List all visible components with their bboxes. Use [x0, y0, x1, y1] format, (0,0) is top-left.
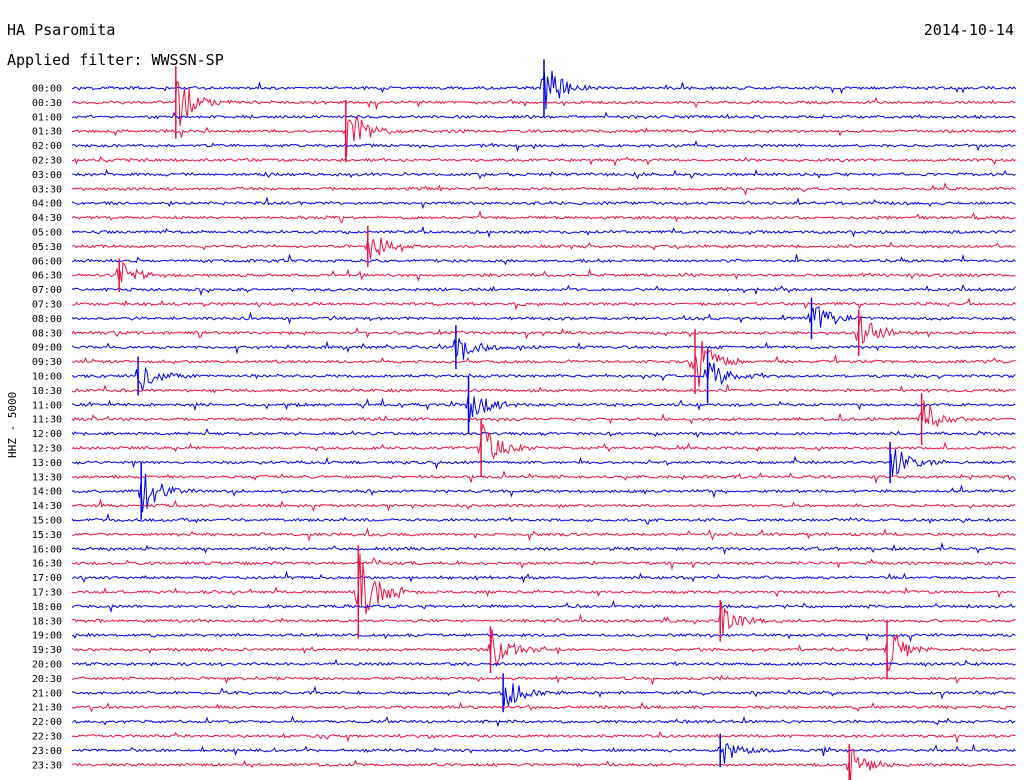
- seismic-trace: [71, 470, 1016, 485]
- seismic-trace: [71, 305, 1016, 328]
- seismic-trace: [71, 362, 1016, 391]
- row-time-label: 08:30: [32, 328, 62, 339]
- row-time-label: 12:00: [32, 429, 62, 440]
- row-time-label: 07:30: [32, 300, 62, 311]
- seismic-trace: [71, 156, 1016, 167]
- seismic-trace: [71, 209, 1016, 224]
- seismic-trace: [71, 541, 1016, 555]
- row-time-label: 20:00: [32, 660, 62, 671]
- row-time-label: 16:30: [32, 559, 62, 570]
- row-time-label: 11:30: [32, 415, 62, 426]
- row-time-label: 12:30: [32, 444, 62, 455]
- seismic-trace: [71, 658, 1016, 667]
- row-time-label: 01:00: [32, 112, 62, 123]
- seismic-trace: [71, 701, 1016, 713]
- seismic-trace: [71, 283, 1016, 297]
- seismic-trace: [71, 181, 1016, 197]
- record-date: 2014-10-14: [923, 21, 1014, 39]
- seismic-trace: [71, 423, 1016, 460]
- seismic-trace: [71, 237, 1016, 260]
- seismic-trace: [71, 111, 1016, 120]
- row-time-label: 03:00: [32, 170, 62, 181]
- row-time-label: 17:30: [32, 588, 62, 599]
- row-time-label: 21:00: [32, 688, 62, 699]
- seismic-trace: [71, 297, 1016, 311]
- row-time-label: 14:00: [32, 487, 62, 498]
- row-time-label: 22:00: [32, 717, 62, 728]
- seismic-trace: [71, 116, 1016, 158]
- row-time-label: 02:00: [32, 141, 62, 152]
- row-time-label: 13:30: [32, 472, 62, 483]
- seismic-trace: [71, 427, 1016, 439]
- seismic-trace: [71, 632, 1016, 643]
- row-time-label: 11:00: [32, 400, 62, 411]
- seismic-trace: [71, 169, 1016, 180]
- seismic-trace: [71, 599, 1016, 613]
- seismic-trace: [71, 449, 1016, 477]
- filter-label: Applied filter: WWSSN-SP: [7, 51, 224, 69]
- seismic-trace: [71, 196, 1016, 210]
- row-time-label: 18:30: [32, 616, 62, 627]
- row-time-label: 05:30: [32, 242, 62, 253]
- seismic-trace: [71, 570, 1016, 584]
- row-time-label: 09:30: [32, 357, 62, 368]
- seismic-trace: [71, 748, 1016, 780]
- row-time-label: 15:00: [32, 516, 62, 527]
- seismic-trace: [71, 715, 1016, 728]
- seismic-trace: [71, 731, 1016, 743]
- row-time-label: 04:30: [32, 213, 62, 224]
- row-time-label: 00:00: [32, 84, 62, 95]
- seismic-trace: [71, 338, 1016, 360]
- seismic-trace: [71, 140, 1016, 153]
- seismic-trace: [71, 743, 1016, 764]
- seismic-trace: [71, 683, 1016, 707]
- row-time-label: 00:30: [32, 98, 62, 109]
- seismic-trace: [71, 225, 1016, 239]
- seismic-trace: [71, 498, 1016, 512]
- seismic-trace: [71, 261, 1016, 283]
- row-time-label: 03:30: [32, 184, 62, 195]
- row-time-label: 20:30: [32, 674, 62, 685]
- seismic-trace: [71, 396, 1016, 422]
- row-time-label: 22:30: [32, 732, 62, 743]
- row-time-label: 10:00: [32, 372, 62, 383]
- row-time-label: 17:00: [32, 573, 62, 584]
- row-time-label: 21:30: [32, 703, 62, 714]
- seismic-trace: [72, 602, 1016, 636]
- row-time-label: 08:00: [32, 314, 62, 325]
- seismic-trace: [71, 674, 1016, 685]
- seismic-trace: [71, 557, 1016, 571]
- row-time-label: 23:00: [32, 746, 62, 757]
- row-time-label: 14:30: [32, 501, 62, 512]
- row-time-label: 06:00: [32, 256, 62, 267]
- row-time-label: 09:00: [32, 343, 62, 354]
- seismic-trace: [71, 400, 1016, 427]
- row-time-label: 02:30: [32, 156, 62, 167]
- seismic-trace: [71, 629, 1016, 672]
- row-time-label: 16:00: [32, 544, 62, 555]
- row-time-label: 01:30: [32, 127, 62, 138]
- row-time-label: 07:00: [32, 285, 62, 296]
- row-time-label: 23:30: [32, 760, 62, 771]
- seismic-trace: [71, 553, 1016, 614]
- seismic-trace: [71, 253, 1016, 266]
- row-time-label: 10:30: [32, 386, 62, 397]
- row-time-label: 18:00: [32, 602, 62, 613]
- seismic-trace: [71, 384, 1016, 394]
- seismic-trace: [71, 527, 1016, 542]
- row-time-label: 15:30: [32, 530, 62, 541]
- station-title: HA Psaromita: [7, 21, 116, 39]
- seismic-trace: [71, 340, 1016, 387]
- row-time-label: 06:30: [32, 271, 62, 282]
- row-time-label: 04:00: [32, 199, 62, 210]
- row-time-label: 05:00: [32, 228, 62, 239]
- seismic-trace: [71, 473, 1016, 513]
- row-time-label: 19:30: [32, 645, 62, 656]
- row-time-label: 13:00: [32, 458, 62, 469]
- seismic-trace: [71, 513, 1016, 526]
- row-time-label: 19:00: [32, 631, 62, 642]
